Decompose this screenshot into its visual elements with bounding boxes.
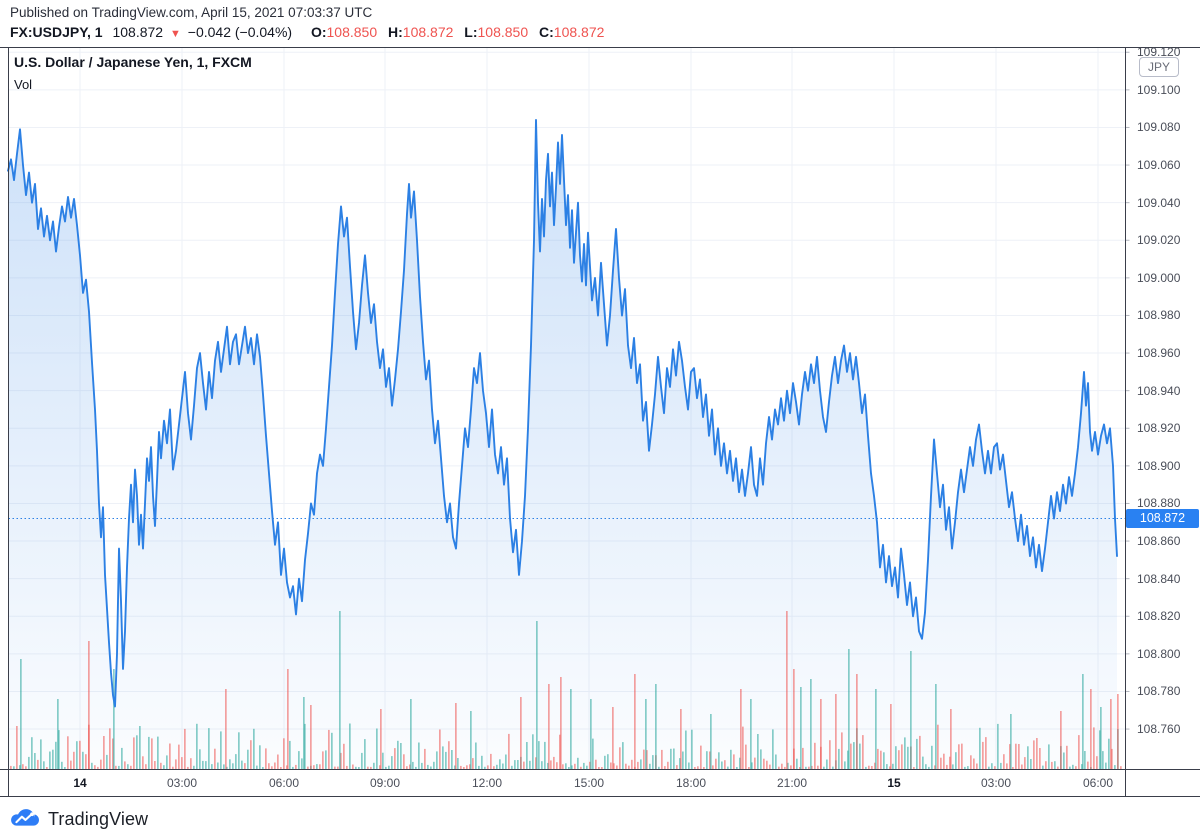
price-tick-label: 108.920: [1137, 421, 1181, 436]
price-tick-label: 108.840: [1137, 571, 1181, 586]
price-tick-label: 108.880: [1137, 496, 1181, 511]
chart-legend-title: U.S. Dollar / Japanese Yen, 1, FXCM: [14, 54, 252, 70]
price-tick-label: 108.820: [1137, 609, 1181, 624]
price-tick-label: 109.060: [1137, 158, 1181, 173]
high-label: H:: [388, 24, 403, 40]
quote-line: FX:USDJPY, 1 108.872 ▼ −0.042 (−0.04%) O…: [10, 24, 604, 40]
close-value: 108.872: [553, 24, 605, 40]
time-tick-label: 14: [73, 776, 87, 790]
tradingview-logo-text: TradingView: [48, 808, 149, 829]
time-tick-label: 15: [887, 776, 901, 790]
volume-bars: [10, 611, 1122, 769]
low-value: 108.850: [477, 24, 529, 40]
price-tick-label: 109.000: [1137, 270, 1181, 285]
time-tick-label: 06:00: [268, 776, 300, 790]
price-tick-label: 109.020: [1137, 233, 1181, 248]
symbol-interval: FX:USDJPY, 1: [10, 24, 103, 40]
price-tick-label: 109.040: [1137, 195, 1181, 210]
published-line: Published on TradingView.com, April 15, …: [10, 5, 373, 20]
price-line: [7, 118, 1118, 708]
price-chart-canvas[interactable]: [0, 47, 1200, 797]
time-tick-label: 06:00: [1082, 776, 1114, 790]
currency-badge: JPY: [1139, 57, 1180, 77]
time-tick-label: 18:00: [675, 776, 707, 790]
close-label: C:: [539, 24, 554, 40]
price-area-fill: [8, 119, 1117, 769]
tradingview-logo[interactable]: TradingView: [10, 804, 148, 834]
price-tick-label: 108.960: [1137, 346, 1181, 361]
price-tick-label: 108.980: [1137, 308, 1181, 323]
down-triangle-icon: ▼: [169, 28, 181, 40]
time-tick-label: 15:00: [573, 776, 605, 790]
low-label: L:: [464, 24, 478, 40]
change-text: −0.042 (−0.04%): [187, 24, 293, 40]
price-tick-label: 108.900: [1137, 458, 1181, 473]
tradingview-cloud-icon: [11, 809, 39, 826]
price-tick-label: 108.780: [1137, 684, 1181, 699]
price-tick-label: 108.800: [1137, 646, 1181, 661]
time-tick-label: 09:00: [369, 776, 401, 790]
price-tick-label: 109.120: [1137, 47, 1181, 60]
high-value: 108.872: [402, 24, 454, 40]
open-label: O:: [310, 24, 327, 40]
time-axis[interactable]: 14 03:00 06:00 09:00 12:00 15:00 18:00 21:00 15 0…: [0, 770, 1200, 797]
volume-indicator-label: Vol: [14, 77, 33, 92]
time-tick-label: 21:00: [776, 776, 808, 790]
price-axis[interactable]: 109.120 109.100 109.080 109.060 109.040 109.0…: [1126, 47, 1200, 797]
time-tick-label: 03:00: [166, 776, 198, 790]
price-tick-label: 109.080: [1137, 120, 1181, 135]
price-tick-label: 108.760: [1137, 722, 1181, 737]
price-tick-label: 109.100: [1137, 82, 1181, 97]
last-price-badge: 108.872: [1126, 509, 1199, 528]
time-tick-label: 12:00: [471, 776, 503, 790]
price-tick-label: 108.860: [1137, 534, 1181, 549]
time-tick-label: 03:00: [980, 776, 1012, 790]
price-tick-label: 108.940: [1137, 383, 1181, 398]
last-price: 108.872: [112, 24, 164, 40]
open-value: 108.850: [326, 24, 378, 40]
